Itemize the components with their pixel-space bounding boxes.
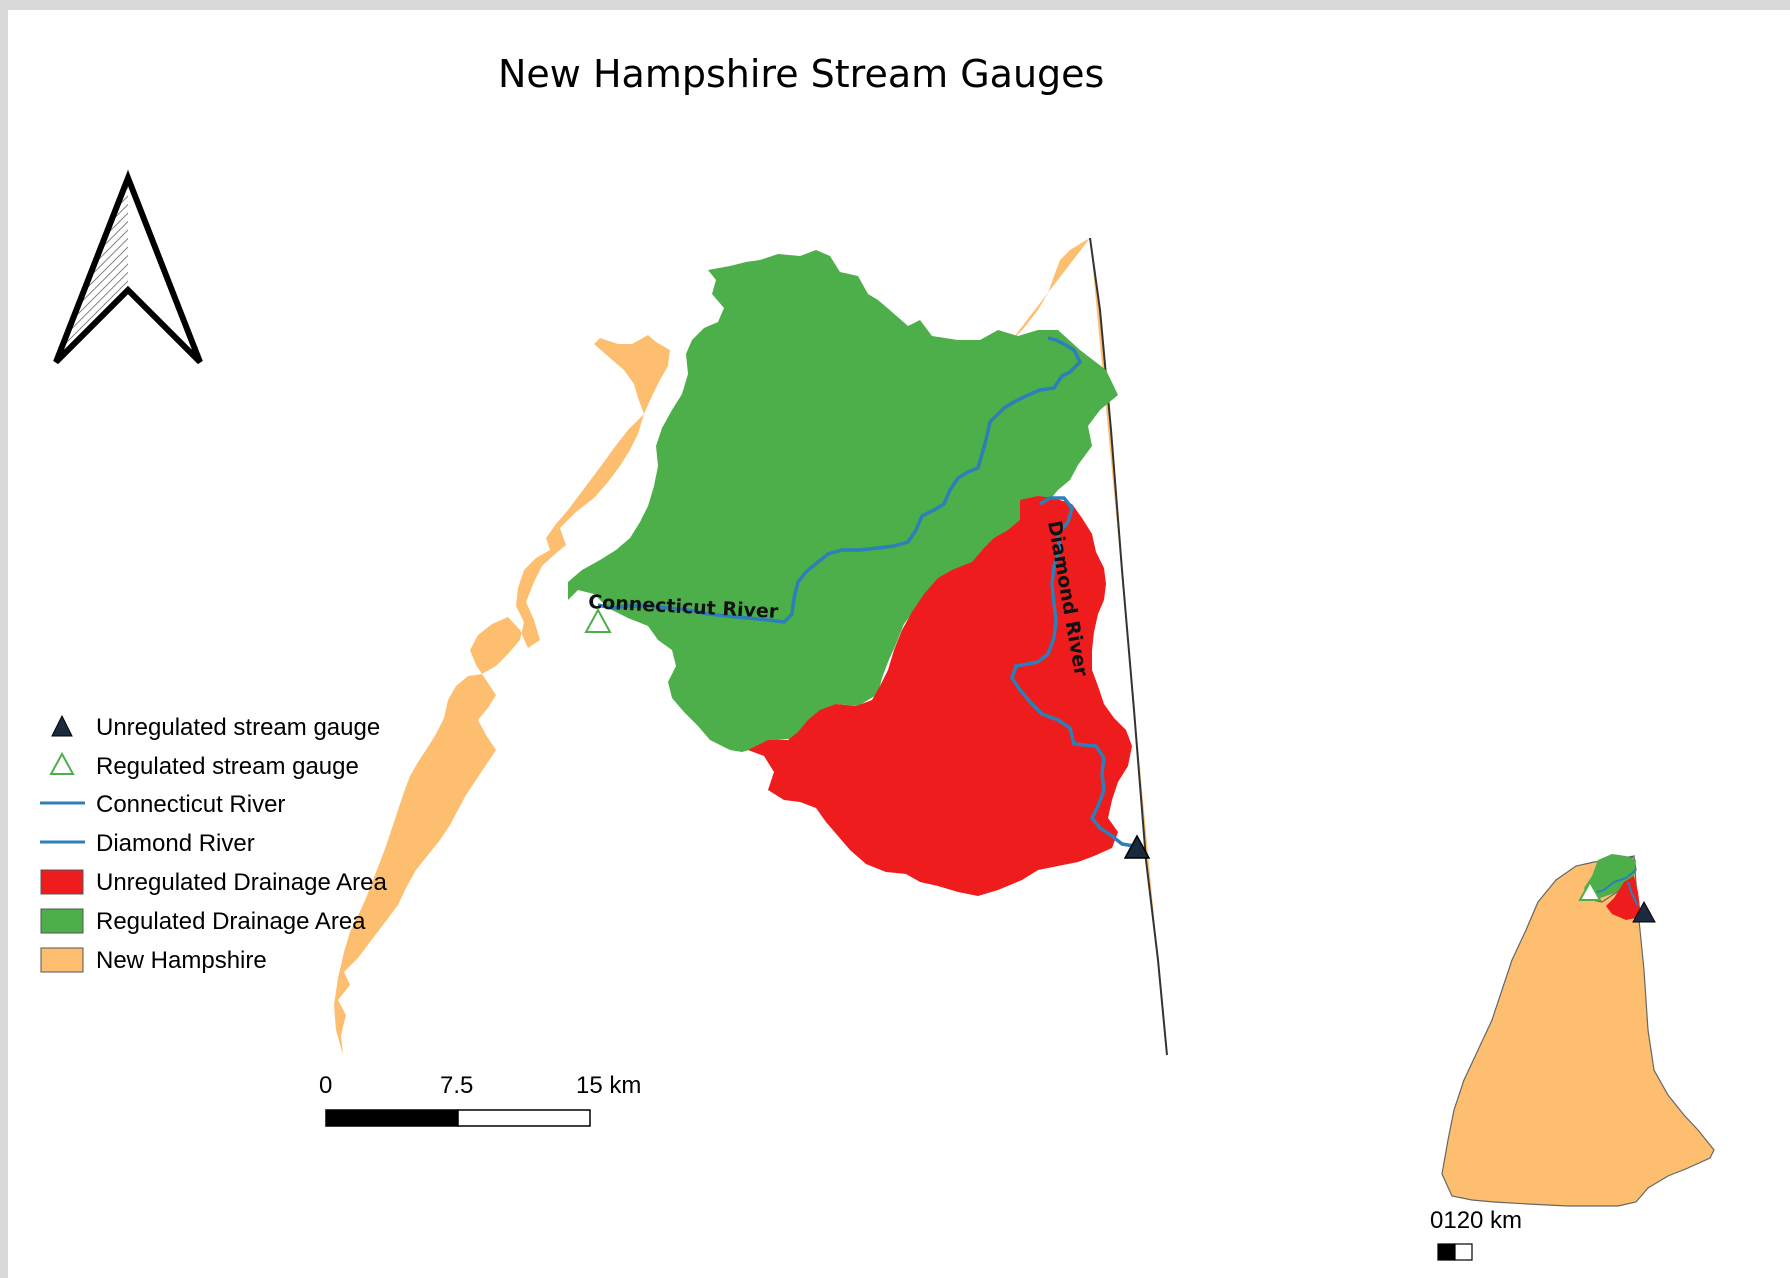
- legend-label: Unregulated Drainage Area: [96, 869, 388, 896]
- legend-symbol-regulated-area: [40, 908, 84, 934]
- legend-label: Diamond River: [96, 830, 255, 857]
- legend-symbol-new-hampshire: [40, 947, 84, 973]
- connecticut-river-line: [597, 336, 1083, 624]
- unregulated-stream-gauge-icon: [1123, 834, 1151, 859]
- inset-scale-white-segment: [1454, 1243, 1473, 1261]
- legend-label: New Hampshire: [96, 947, 267, 974]
- legend: Unregulated stream gauge Regulated strea…: [40, 714, 388, 974]
- north-arrow-icon: [53, 169, 203, 365]
- inset-scale-label: 0120 km: [1430, 1207, 1522, 1234]
- inset-new-hampshire: [1441, 854, 1715, 1207]
- inset-unregulated-drainage-area: [1606, 876, 1640, 920]
- legend-label: Unregulated stream gauge: [96, 714, 380, 741]
- legend-label: Regulated stream gauge: [96, 753, 359, 780]
- scale-tick-label: 0: [319, 1072, 332, 1099]
- legend-symbol-regulated-gauge-icon: [49, 751, 75, 775]
- unregulated-drainage-area: [748, 496, 1132, 896]
- legend-label: Connecticut River: [96, 791, 285, 818]
- legend-symbol-unregulated-area: [40, 869, 84, 895]
- new-hampshire-area: [334, 238, 1167, 1055]
- map-title: New Hampshire Stream Gauges: [498, 52, 1104, 96]
- regulated-stream-gauge-icon: [584, 607, 612, 633]
- new-hampshire-outline: [1089, 237, 1168, 1056]
- scale-tick-label: 7.5: [440, 1072, 473, 1099]
- diamond-river-line: [1010, 496, 1135, 848]
- inset-unregulated-gauge-icon: [1632, 900, 1656, 923]
- scale-tick-label: 15 km: [576, 1072, 641, 1099]
- scale-bar: 0 7.5 15 km: [319, 1072, 641, 1127]
- legend-symbol-unregulated-gauge-icon: [51, 714, 73, 737]
- scale-bar-white-segment: [457, 1109, 591, 1127]
- regulated-drainage-area: [568, 250, 1118, 752]
- inset-regulated-gauge-icon: [1578, 879, 1602, 901]
- legend-label: Regulated Drainage Area: [96, 908, 366, 935]
- inset-river-line: [1589, 869, 1639, 907]
- main-map: Connecticut River Diamond River: [334, 237, 1168, 1056]
- map-frame: New Hampshire Stream Gauges Connecticut …: [8, 10, 1790, 1278]
- scale-bar-black-segment: [325, 1109, 459, 1127]
- inset-map: 0120 km: [1430, 854, 1715, 1261]
- inset-scale-black-segment: [1437, 1243, 1456, 1261]
